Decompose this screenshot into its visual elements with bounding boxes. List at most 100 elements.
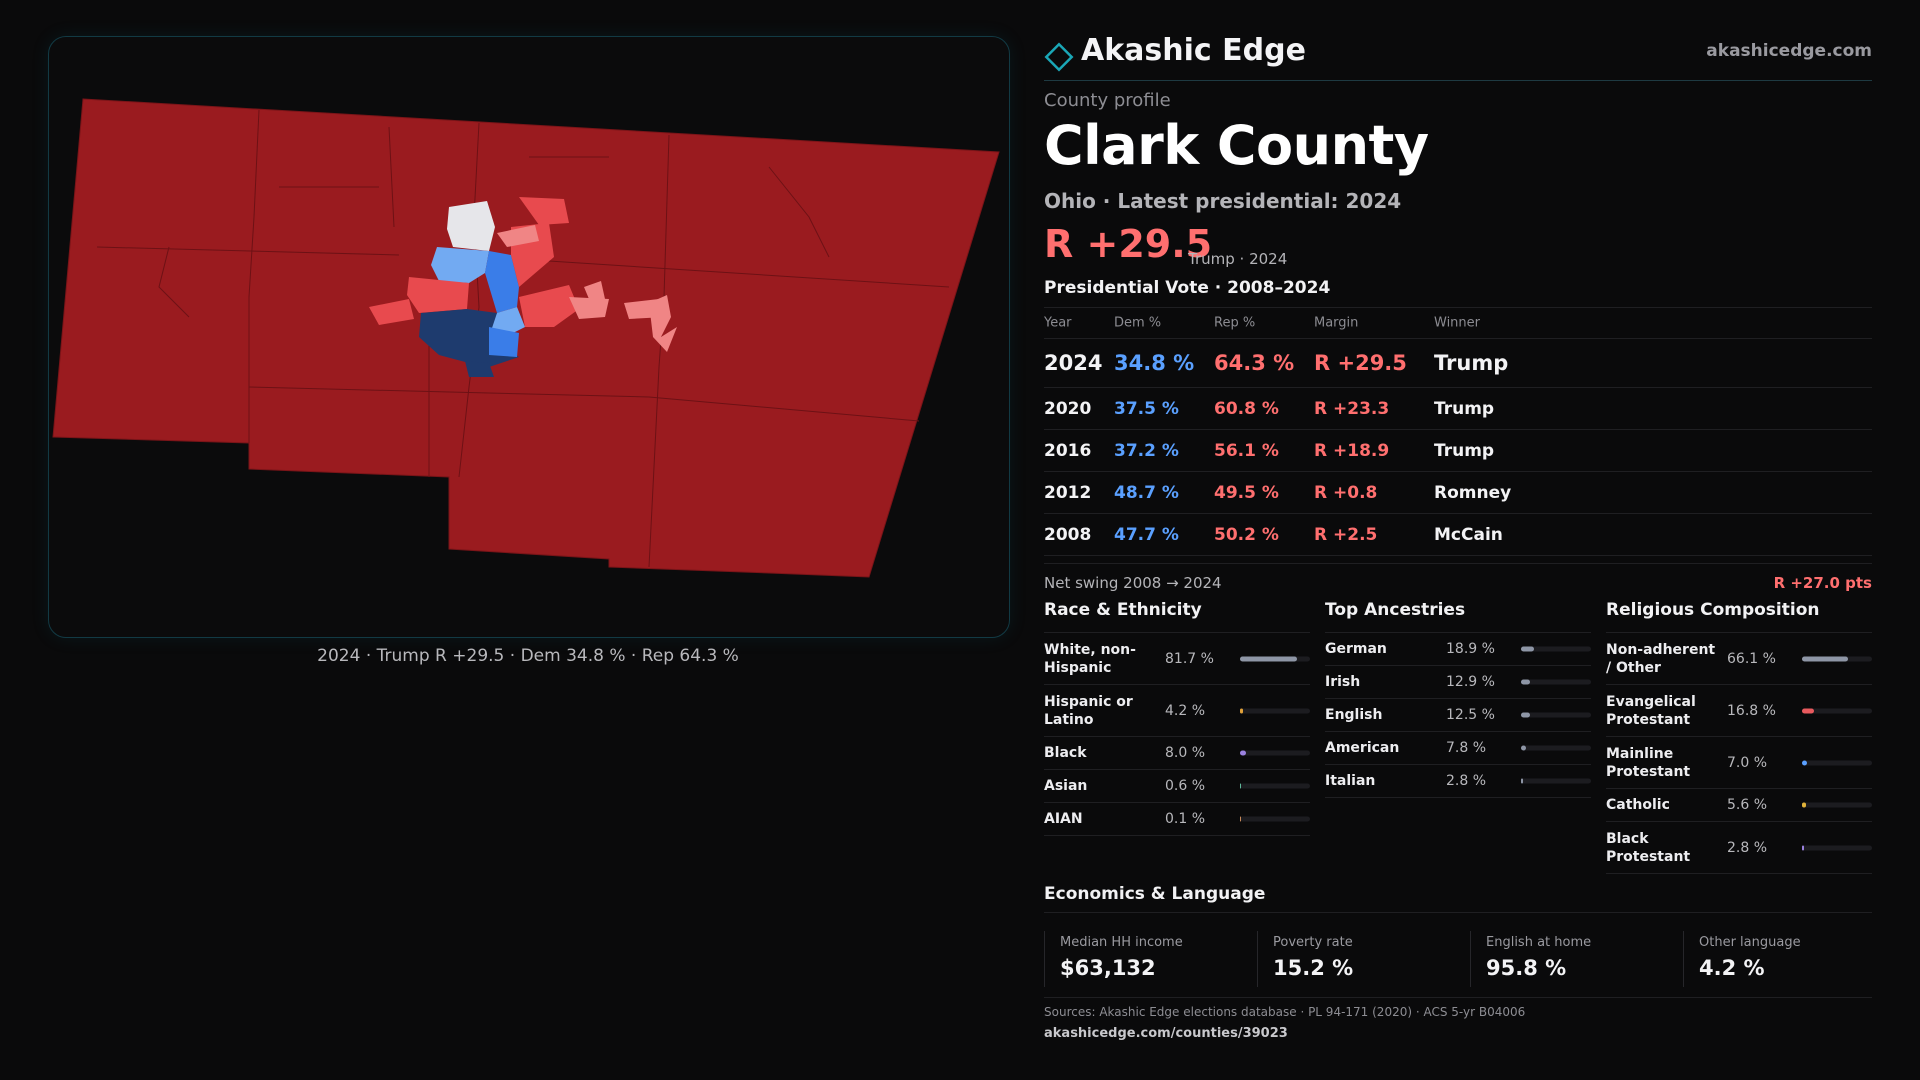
headline-margin: R +29.5 [1044,222,1213,266]
item-bar-fill [1240,708,1243,713]
item-bar-fill [1802,760,1807,765]
item-label: English [1325,707,1383,723]
item-bar-track [1240,816,1310,822]
item-label: Mainline Protestant [1606,745,1691,780]
page-title: Clark County [1044,114,1429,177]
list-item: Mainline Protestant 7.0 % [1606,737,1872,789]
header-dem: Dem % [1114,315,1162,331]
row-rep: 56.1 % [1214,440,1279,461]
page-subtitle: Ohio · Latest presidential: 2024 [1044,189,1402,213]
list-item: AIAN 0.1 % [1044,803,1310,836]
row-year: 2012 [1044,482,1092,503]
brand-header: Akashic Edge akashicedge.com [1044,30,1872,81]
list-item: English 12.5 % [1325,699,1591,732]
item-bar-track [1521,712,1591,718]
item-label: Italian [1325,773,1376,789]
county-map-panel[interactable] [48,36,1010,638]
item-bar-track [1802,760,1872,765]
stat-value: 95.8 % [1486,956,1567,980]
item-value: 7.8 % [1446,740,1487,756]
ancestry-section-title: Top Ancestries [1325,600,1591,633]
list-item: Hispanic or Latino 4.2 % [1044,685,1310,737]
table-row: 2016 37.2 % 56.1 % R +18.9 Trump [1044,430,1872,472]
economics-section-title: Economics & Language [1044,884,1266,904]
item-value: 18.9 % [1446,641,1495,657]
item-bar-fill [1521,679,1531,685]
stat-label: Other language [1699,935,1801,950]
item-label: Black Protestant [1606,830,1691,865]
stat-card: Median HH income $63,132 [1044,931,1260,987]
item-label: Irish [1325,674,1361,690]
list-item: Asian 0.6 % [1044,770,1310,803]
item-bar-fill [1521,646,1535,652]
stat-value: 4.2 % [1699,956,1765,980]
item-value: 81.7 % [1165,650,1214,667]
item-bar-track [1521,679,1591,685]
row-dem: 48.7 % [1114,482,1179,503]
item-label: Asian [1044,778,1088,794]
religion-section: Religious Composition Non-adherent / Oth… [1606,600,1872,874]
row-margin: R +18.9 [1314,440,1390,461]
county-profile-panel: Akashic Edge akashicedge.com County prof… [1044,0,1872,1080]
row-dem: 37.2 % [1114,440,1179,461]
item-bar-fill [1802,845,1804,850]
item-value: 0.6 % [1165,778,1206,794]
diamond-logo-icon [1044,42,1074,72]
stat-card: Poverty rate 15.2 % [1257,931,1473,987]
item-bar-fill [1521,778,1523,784]
list-item: Irish 12.9 % [1325,666,1591,699]
race-section-title: Race & Ethnicity [1044,600,1310,633]
list-item: Italian 2.8 % [1325,765,1591,798]
item-bar-track [1240,750,1310,756]
stat-label: Median HH income [1060,935,1183,950]
brand-url-link[interactable]: akashicedge.com [1706,41,1872,61]
item-bar-fill [1240,783,1242,789]
urban-precincts [369,197,677,377]
list-item: Evangelical Protestant 16.8 % [1606,685,1872,737]
item-bar-track [1240,656,1310,661]
row-winner: Romney [1434,482,1512,503]
item-bar-track [1802,708,1872,713]
item-bar-fill [1521,712,1530,718]
item-value: 2.8 % [1727,839,1768,856]
item-value: 7.0 % [1727,754,1768,771]
stat-label: English at home [1486,935,1592,950]
table-row: 2020 37.5 % 60.8 % R +23.3 Trump [1044,388,1872,430]
item-bar-fill [1240,656,1298,661]
county-precinct-map[interactable] [49,37,1009,637]
row-year: 2008 [1044,524,1092,545]
item-label: White, non-Hispanic [1044,641,1136,676]
item-value: 12.5 % [1446,707,1495,723]
item-label: Catholic [1606,797,1670,813]
item-label: American [1325,740,1400,756]
item-bar-fill [1521,745,1527,751]
header-winner: Winner [1434,315,1481,331]
item-bar-track [1802,845,1872,850]
list-item: White, non-Hispanic 81.7 % [1044,633,1310,685]
header-rep: Rep % [1214,315,1256,331]
county-page-link[interactable]: akashicedge.com/counties/39023 [1044,1026,1288,1041]
row-margin: R +23.3 [1314,398,1390,419]
item-value: 2.8 % [1446,773,1487,789]
item-value: 66.1 % [1727,650,1776,667]
row-rep: 49.5 % [1214,482,1279,503]
list-item: American 7.8 % [1325,732,1591,765]
table-row: 2008 47.7 % 50.2 % R +2.5 McCain [1044,514,1872,556]
item-label: Black [1044,745,1087,761]
header-margin: Margin [1314,315,1359,331]
brand-name: Akashic Edge [1081,33,1306,68]
header-year: Year [1044,315,1072,331]
stat-card: Other language 4.2 % [1683,931,1873,987]
item-bar-track [1802,656,1872,661]
item-value: 5.6 % [1727,797,1768,813]
religion-section-title: Religious Composition [1606,600,1872,633]
item-bar-track [1240,708,1310,713]
list-item: Black Protestant 2.8 % [1606,822,1872,874]
item-label: Hispanic or Latino [1044,693,1133,728]
list-item: Non-adherent / Other 66.1 % [1606,633,1872,685]
row-winner: Trump [1434,398,1495,419]
item-label: AIAN [1044,811,1083,827]
stat-label: Poverty rate [1273,935,1353,950]
row-year: 2020 [1044,398,1092,419]
map-caption: 2024 · Trump R +29.5 · Dem 34.8 % · Rep … [317,646,739,666]
